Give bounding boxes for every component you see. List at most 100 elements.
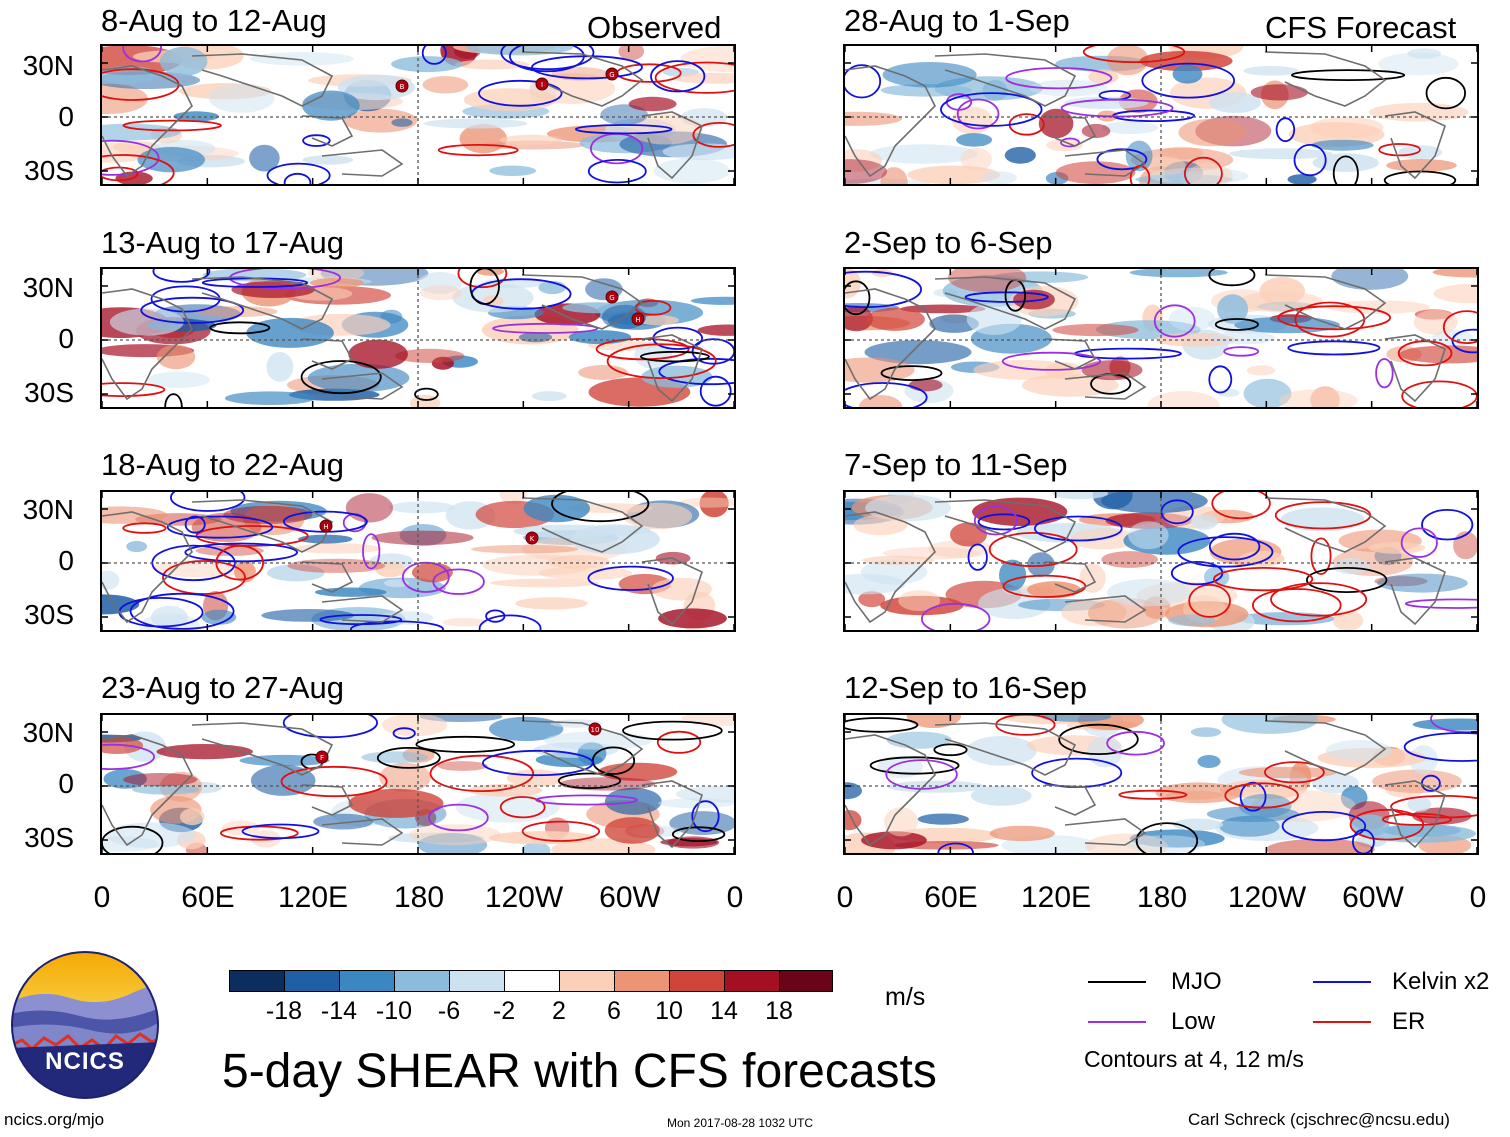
coastline — [102, 288, 193, 401]
coastline — [934, 53, 1077, 107]
shear-anomaly — [224, 391, 316, 405]
wave-contour — [1293, 144, 1327, 177]
wave-contour — [437, 144, 519, 157]
wave-contour — [302, 134, 331, 147]
map-panel-5 — [843, 44, 1479, 186]
coastline — [1044, 338, 1097, 370]
shear-anomaly — [179, 808, 205, 826]
tropical-cyclone-icon: H — [319, 519, 333, 533]
coastline — [1264, 720, 1387, 776]
colorbar-box-8 — [669, 970, 725, 992]
wave-contour — [1281, 811, 1367, 842]
wave-contour — [140, 296, 245, 324]
shear-anomaly — [886, 731, 952, 749]
tropical-cyclone-icon: I — [535, 77, 549, 91]
shear-anomaly — [697, 324, 734, 336]
wave-contour — [1378, 143, 1421, 157]
shear-anomaly — [651, 577, 712, 601]
wave-contour — [967, 543, 988, 571]
coastline — [641, 334, 703, 403]
wave-contour — [1425, 76, 1466, 110]
wave-contour — [658, 357, 734, 386]
ncics-logo: NCICS — [10, 950, 160, 1100]
wave-contour — [640, 350, 710, 363]
wave-contour — [1141, 62, 1236, 99]
shear-anomaly — [1149, 167, 1249, 184]
colorbar-box-6 — [559, 970, 615, 992]
wave-contour — [499, 796, 546, 819]
shear-anomaly — [970, 785, 1032, 806]
wave-contour — [535, 794, 639, 806]
shear-anomaly — [1333, 610, 1364, 630]
shear-anomaly — [1101, 551, 1158, 568]
logo-text: NCICS — [45, 1048, 125, 1075]
shear-anomaly — [1310, 386, 1340, 407]
wave-contour — [1310, 537, 1332, 575]
shear-anomaly — [578, 365, 628, 380]
coastline — [1044, 115, 1097, 147]
shear-anomaly — [972, 497, 1068, 526]
timestamp: Mon 2017-08-28 1032 UTC — [667, 1116, 814, 1130]
wave-contour — [184, 515, 206, 534]
shear-anomaly — [1190, 727, 1221, 737]
wave-contour — [1208, 365, 1233, 394]
wave-contour — [428, 803, 489, 832]
wave-contour — [1451, 328, 1477, 354]
shear-anomaly — [109, 308, 184, 336]
wave-contour — [401, 561, 450, 593]
coastline — [934, 276, 1077, 330]
shear-anomaly — [515, 597, 588, 610]
coastline — [301, 784, 354, 816]
shear-anomaly — [1311, 139, 1374, 151]
shear-anomaly — [1407, 48, 1442, 59]
legend-line-kelvin — [1313, 981, 1371, 983]
shear-anomaly — [1022, 373, 1119, 397]
source-url: ncics.org/mjo — [4, 1110, 105, 1129]
shear-anomaly — [956, 133, 993, 147]
shear-anomaly — [989, 825, 1055, 842]
shear-anomaly — [389, 501, 456, 514]
map-panel-7 — [843, 490, 1479, 632]
coastline — [191, 53, 334, 107]
wave-contour — [1421, 509, 1474, 541]
shear-anomaly — [1081, 123, 1111, 139]
lat-label-eq: 0 — [58, 323, 74, 354]
shear-anomaly — [865, 307, 925, 331]
wave-contour — [691, 338, 734, 365]
shear-anomaly — [1107, 578, 1191, 607]
tropical-cyclone-icon: F — [315, 750, 329, 764]
wave-contour — [122, 522, 167, 534]
wave-contour — [845, 717, 919, 733]
shear-anomaly — [1287, 174, 1317, 184]
wave-contour — [184, 542, 298, 563]
wave-contour — [1129, 165, 1151, 184]
shear-anomaly — [1190, 514, 1218, 530]
lon-label: 0 — [836, 881, 854, 914]
shear-anomaly — [437, 761, 488, 771]
shear-anomaly — [1040, 715, 1112, 722]
wave-contour — [1270, 582, 1368, 617]
coastline — [934, 499, 1077, 553]
wave-contour — [1404, 598, 1477, 609]
wave-contour — [241, 823, 320, 840]
svg-text:H: H — [323, 523, 328, 531]
wave-contour — [956, 98, 1000, 130]
shear-anomaly — [623, 502, 693, 530]
shear-anomaly — [845, 305, 873, 332]
wave-contour — [1239, 781, 1267, 812]
shear-anomaly — [348, 788, 444, 818]
shear-anomaly — [455, 792, 560, 823]
wave-contour — [933, 743, 968, 757]
lat-label-30s: 30S — [24, 155, 74, 186]
colorbar-box-1 — [284, 970, 340, 992]
lat-label-eq: 0 — [58, 768, 74, 799]
shear-anomaly — [1377, 573, 1468, 593]
shear-anomaly — [1407, 796, 1432, 812]
wave-contour — [988, 532, 1078, 568]
panel-title-4: 23-Aug to 27-Aug — [101, 670, 345, 705]
shear-anomaly — [699, 492, 729, 518]
shear-anomaly — [981, 171, 1017, 184]
coastline — [934, 722, 1077, 776]
shear-anomaly — [1312, 153, 1379, 172]
